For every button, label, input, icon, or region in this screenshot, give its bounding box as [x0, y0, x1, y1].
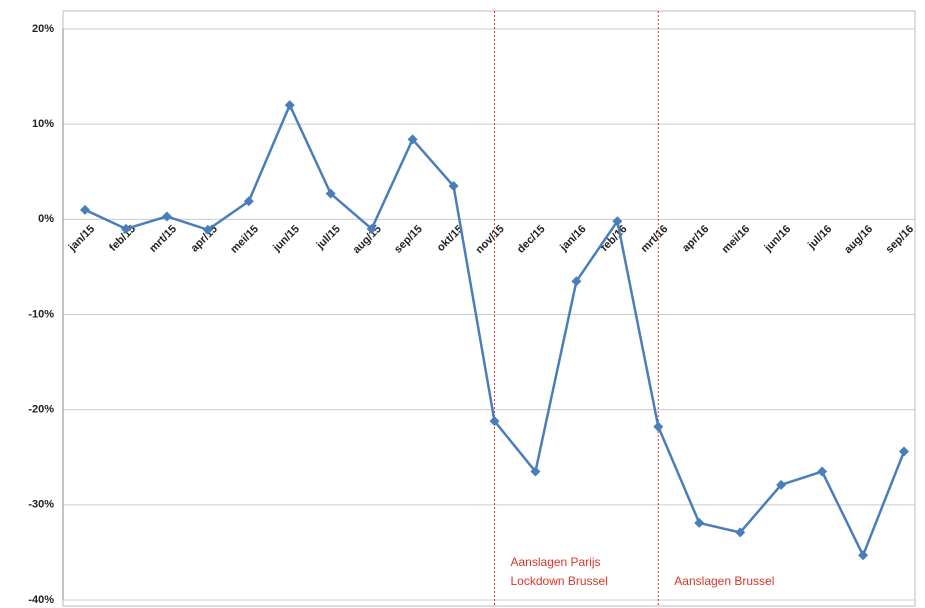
- x-tick-label: jul/16: [805, 223, 834, 252]
- marker: [407, 134, 418, 145]
- x-tick-label: mrt/15: [147, 223, 179, 255]
- x-tick-label: sep/16: [883, 223, 916, 256]
- marker: [161, 211, 172, 222]
- marker: [817, 466, 828, 477]
- annotation: Aanslagen Brussel: [674, 574, 774, 588]
- x-tick-label: nov/15: [474, 223, 507, 256]
- marker: [776, 479, 787, 490]
- plot-frame: [62, 10, 916, 607]
- y-tick-label: 20%: [32, 23, 54, 35]
- marker: [243, 196, 254, 207]
- y-tick-label: -20%: [28, 404, 54, 416]
- marker: [530, 466, 541, 477]
- marker: [899, 446, 909, 457]
- x-tick-label: apr/16: [680, 223, 711, 254]
- x-tick-label: mrt/16: [639, 223, 671, 255]
- y-tick-label: -40%: [28, 594, 54, 606]
- annotation: Aanslagen Parijs: [511, 555, 601, 569]
- marker: [325, 188, 336, 199]
- marker: [694, 517, 705, 528]
- x-tick-label: mei/15: [228, 223, 261, 256]
- marker: [735, 527, 746, 538]
- y-tick-label: 0%: [38, 213, 54, 225]
- x-tick-label: jul/15: [314, 223, 343, 252]
- y-tick-label: 10%: [32, 118, 54, 130]
- marker: [653, 421, 664, 432]
- y-tick-label: -10%: [28, 308, 54, 320]
- x-tick-label: jan/15: [66, 223, 97, 254]
- x-tick-label: jun/16: [762, 223, 794, 255]
- marker: [612, 216, 623, 227]
- marker: [80, 204, 90, 215]
- marker: [489, 416, 500, 427]
- annotation: Lockdown Brussel: [511, 574, 608, 588]
- x-tick-label: jan/16: [557, 223, 588, 254]
- x-tick-label: aug/15: [351, 223, 384, 256]
- x-tick-label: sep/15: [392, 223, 425, 256]
- marker: [448, 181, 459, 192]
- x-tick-label: aug/16: [842, 223, 875, 256]
- marker: [284, 100, 295, 111]
- x-tick-label: dec/15: [515, 223, 548, 256]
- marker: [858, 550, 869, 561]
- x-tick-label: mei/16: [720, 223, 753, 256]
- marker: [366, 223, 377, 234]
- marker: [120, 223, 131, 234]
- marker: [571, 276, 582, 287]
- x-tick-label: jun/15: [270, 223, 302, 255]
- y-tick-label: -30%: [28, 499, 54, 511]
- marker: [202, 224, 213, 235]
